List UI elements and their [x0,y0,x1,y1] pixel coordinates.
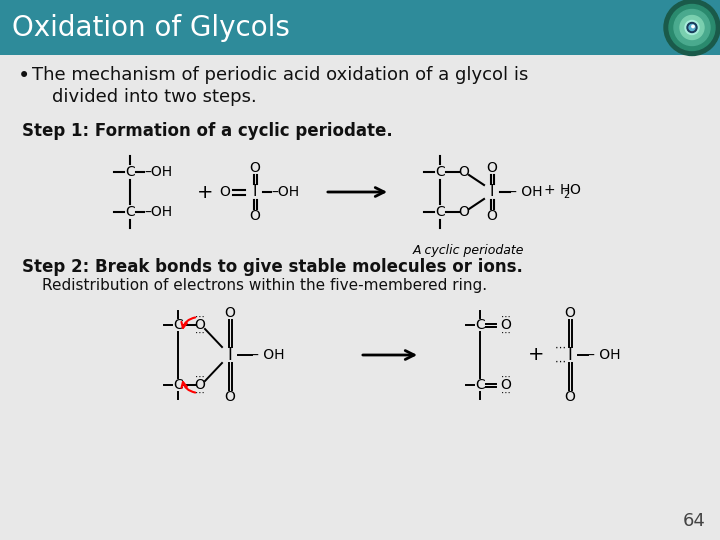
Text: Step 2: Break bonds to give stable molecules or ions.: Step 2: Break bonds to give stable molec… [22,258,523,276]
Circle shape [669,4,715,51]
Text: A cyclic periodate: A cyclic periodate [413,244,523,257]
Text: C: C [435,205,445,219]
Text: I: I [567,346,572,364]
Text: O: O [220,185,230,199]
Text: O: O [250,161,261,175]
Text: divided into two steps.: divided into two steps. [52,88,257,106]
Text: C: C [173,318,183,332]
Text: O: O [250,209,261,223]
Text: 2: 2 [563,190,570,200]
Text: C: C [125,165,135,179]
Text: + H: + H [544,183,570,197]
Text: ⋯: ⋯ [501,388,511,398]
Text: – OH: – OH [588,348,621,362]
Text: O: O [459,205,469,219]
Text: O: O [500,378,511,392]
Text: O: O [487,161,498,175]
Text: ⋯: ⋯ [501,372,511,382]
Text: O: O [500,318,511,332]
Text: C: C [125,205,135,219]
Text: C: C [475,318,485,332]
Text: O: O [564,390,575,404]
Text: ⋯: ⋯ [195,388,205,398]
Text: ⋯: ⋯ [554,357,566,367]
Text: C: C [475,378,485,392]
Text: O: O [225,306,235,320]
Text: C: C [435,165,445,179]
Text: – OH: – OH [252,348,284,362]
Text: +: + [528,346,544,365]
Text: ⋯: ⋯ [501,312,511,322]
Bar [0,0,720,55]
Text: O: O [487,209,498,223]
Text: C: C [173,378,183,392]
Text: ⋯: ⋯ [554,343,566,353]
Text: O: O [194,378,205,392]
Text: – OH: – OH [510,185,542,199]
Text: ⋯: ⋯ [195,328,205,338]
Text: O: O [569,183,580,197]
Text: Oxidation of Glycols: Oxidation of Glycols [12,14,290,42]
Text: Redistribution of electrons within the five-membered ring.: Redistribution of electrons within the f… [42,278,487,293]
Circle shape [685,21,699,35]
Text: I: I [253,185,257,199]
Text: O: O [459,165,469,179]
Text: The mechanism of periodic acid oxidation of a glycol is: The mechanism of periodic acid oxidation… [32,66,528,84]
Text: 64: 64 [683,512,706,530]
Text: •: • [18,66,30,86]
Circle shape [674,10,710,45]
Text: O: O [225,390,235,404]
Text: ⋯: ⋯ [195,312,205,322]
Circle shape [664,0,720,56]
Text: O: O [194,318,205,332]
Text: –OH: –OH [271,185,299,199]
Text: I: I [228,346,233,364]
Text: –OH: –OH [144,205,172,219]
Text: I: I [490,185,494,199]
Text: ⋯: ⋯ [501,328,511,338]
Circle shape [680,16,704,39]
Text: –OH: –OH [144,165,172,179]
Circle shape [692,25,694,28]
Circle shape [687,23,697,32]
Text: Step 1: Formation of a cyclic periodate.: Step 1: Formation of a cyclic periodate. [22,122,392,140]
Text: +: + [197,183,213,201]
Text: O: O [564,306,575,320]
Text: ⋯: ⋯ [195,372,205,382]
Circle shape [689,24,695,30]
